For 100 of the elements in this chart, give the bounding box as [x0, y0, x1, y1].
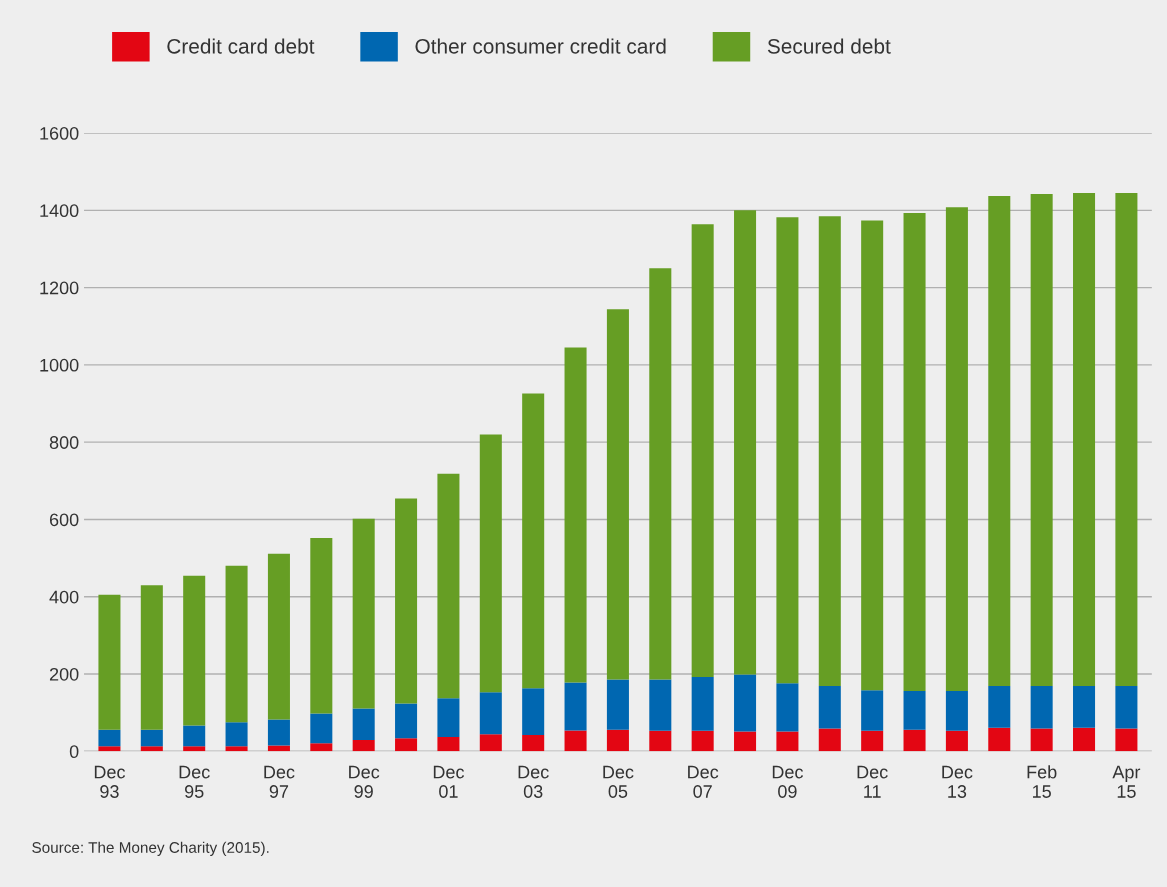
bar [776, 731, 799, 752]
bar [564, 682, 587, 731]
bar [734, 210, 757, 675]
bar [479, 692, 502, 735]
x-tick-label: Dec 97 [264, 765, 295, 798]
bar [479, 734, 502, 752]
bar [183, 725, 206, 747]
x-tick-label: Dec 93 [94, 765, 126, 798]
bar [267, 745, 290, 752]
bar [522, 393, 545, 689]
bar [1115, 728, 1138, 752]
legend-label: Other consumer credit card [415, 38, 666, 54]
bar [734, 731, 757, 752]
bar [267, 553, 290, 720]
legend-label: Secured debt [767, 38, 891, 54]
bar [945, 207, 968, 692]
bar [988, 727, 1011, 752]
bar [606, 679, 629, 730]
bar [691, 677, 714, 731]
bar [649, 268, 672, 680]
bar [861, 690, 884, 731]
x-tick-label: Dec 95 [179, 765, 210, 798]
source-note: Source: The Money Charity (2015). [32, 841, 269, 856]
y-tick-label: 0 [69, 745, 79, 759]
bar [140, 746, 163, 752]
y-tick-label: 600 [49, 513, 79, 527]
bar [903, 729, 926, 752]
bar [691, 730, 714, 752]
bar [861, 220, 884, 691]
bar [183, 746, 206, 752]
y-tick-label: 200 [49, 667, 79, 681]
bar [98, 729, 121, 747]
bar [1030, 194, 1053, 686]
bar [564, 730, 587, 752]
bar [861, 730, 884, 752]
bar [1030, 685, 1053, 729]
bar [140, 729, 163, 747]
y-tick-label: 1600 [40, 126, 79, 140]
bar [1073, 192, 1096, 686]
x-tick-label: Apr 15 [1112, 765, 1141, 798]
y-tick-label: 1000 [40, 358, 79, 372]
bar [818, 216, 841, 686]
bar [649, 730, 672, 752]
legend-label: Credit card debt [167, 38, 315, 54]
x-tick-label: Dec 01 [433, 765, 465, 798]
x-tick-label: Dec 07 [688, 765, 719, 798]
bar [395, 738, 418, 752]
bar [437, 698, 460, 737]
x-tick-label: Feb 15 [1027, 765, 1057, 798]
bar [1030, 728, 1053, 752]
bar [395, 703, 418, 739]
bar [437, 473, 460, 699]
bar [225, 746, 248, 752]
x-tick-label: Dec 11 [857, 765, 888, 798]
bar [395, 498, 418, 704]
bar [649, 679, 672, 731]
bar [1073, 727, 1096, 752]
bar [945, 691, 968, 731]
y-tick-label: 800 [49, 436, 79, 449]
bar [140, 585, 163, 730]
bar [522, 688, 545, 736]
bar [606, 309, 629, 680]
bar [225, 722, 248, 747]
bar [479, 434, 502, 693]
y-tick-label: 1400 [40, 204, 79, 218]
bar [903, 691, 926, 730]
bar [776, 683, 799, 732]
y-tick-label: 400 [49, 590, 79, 604]
bar [267, 719, 290, 746]
bar [310, 713, 333, 744]
bar [776, 217, 799, 684]
bar [988, 685, 1011, 728]
bar [818, 685, 841, 729]
y-tick-label: 1200 [40, 281, 79, 295]
bar [225, 565, 248, 723]
bar [98, 594, 121, 730]
x-tick-label: Dec 99 [349, 765, 380, 798]
bar [988, 196, 1011, 686]
bar [352, 708, 375, 741]
bar [310, 538, 333, 714]
bar [522, 735, 545, 752]
bar [945, 730, 968, 752]
bar [352, 518, 375, 709]
bar [1115, 685, 1138, 729]
x-tick-label: Dec 03 [518, 765, 549, 798]
bar [734, 674, 757, 732]
bar [98, 746, 121, 752]
x-tick-label: Dec 05 [603, 765, 634, 798]
bar [691, 224, 714, 678]
bar [183, 575, 206, 726]
x-tick-label: Dec 09 [772, 765, 803, 798]
bar [310, 743, 333, 752]
bar [352, 740, 375, 752]
bar [818, 728, 841, 752]
bar [564, 347, 587, 683]
bar [606, 729, 629, 752]
bar [1115, 192, 1138, 686]
bar [1073, 685, 1096, 728]
bar [903, 213, 926, 692]
x-tick-label: Dec 13 [942, 765, 973, 798]
